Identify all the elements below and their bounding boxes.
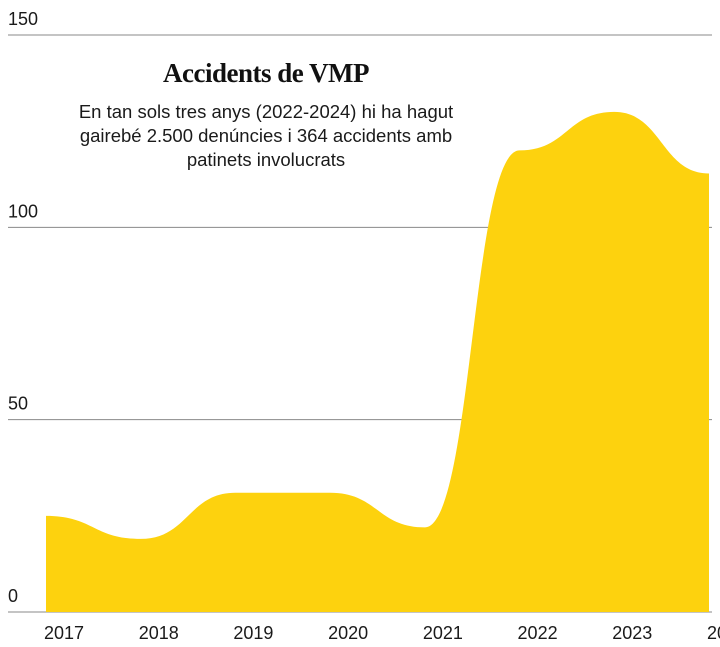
area-series [46, 111, 709, 612]
x-tick-label-2022: 2022 [518, 623, 558, 643]
y-tick-label: 100 [8, 201, 38, 221]
y-tick-label: 150 [8, 9, 38, 29]
x-tick-label-2023: 2023 [612, 623, 652, 643]
x-tick-label-2020: 2020 [328, 623, 368, 643]
y-axis-ticks: 0 50 100 150 [8, 9, 38, 606]
chart-subtitle: En tan sols tres anys (2022-2024) hi ha … [78, 101, 454, 170]
y-tick-label: 50 [8, 394, 28, 414]
chart-title: Accidents de VMP [163, 58, 369, 88]
x-tick-label-2017: 2017 [44, 623, 84, 643]
x-tick-label-2024: 2024 [707, 623, 720, 643]
y-tick-label: 0 [8, 586, 18, 606]
x-tick-label-2018: 2018 [139, 623, 179, 643]
x-tick-label-2019: 2019 [233, 623, 273, 643]
x-axis-ticks: 2017 2018 2019 2020 2021 2022 2023 2024 [44, 623, 720, 643]
x-tick-label-2021: 2021 [423, 623, 463, 643]
